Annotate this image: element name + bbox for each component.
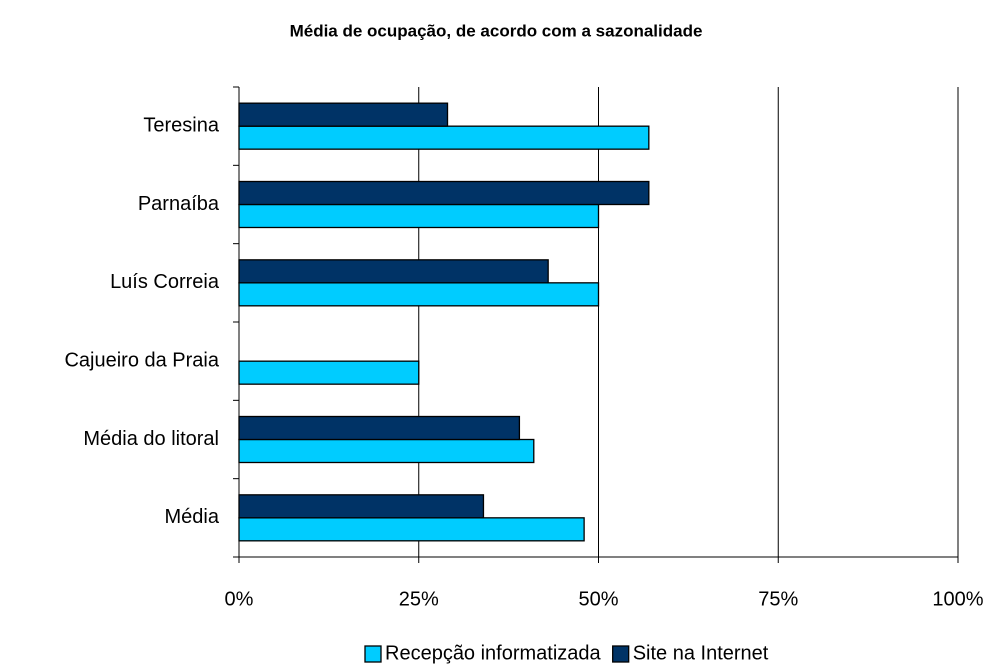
y-tick-label: Média do litoral <box>83 428 219 450</box>
y-tick-label: Luís Correia <box>110 271 220 293</box>
legend-swatch <box>612 645 630 663</box>
bar <box>238 415 521 441</box>
y-tick-label: Teresina <box>143 114 219 136</box>
bar <box>238 517 585 542</box>
chart-title: Média de ocupação, de acordo com a sazon… <box>290 21 703 40</box>
x-tick-label: 0% <box>225 588 254 610</box>
y-tick-label: Média <box>165 506 220 528</box>
y-tick-label: Parnaíba <box>138 193 220 215</box>
bar <box>238 125 650 150</box>
legend-swatch <box>364 645 382 663</box>
bar <box>238 180 650 206</box>
x-tick-label: 75% <box>758 588 798 610</box>
legend-label: Site na Internet <box>633 642 769 664</box>
bar <box>238 102 449 127</box>
x-tick-label: 100% <box>932 588 983 610</box>
bar <box>238 259 549 284</box>
y-tick-label: Cajueiro da Praia <box>64 349 219 371</box>
x-tick-label: 25% <box>399 588 439 610</box>
bar <box>238 438 535 464</box>
bar <box>238 203 600 229</box>
bar <box>238 360 420 385</box>
bar <box>238 494 485 519</box>
x-tick-label: 50% <box>578 588 618 610</box>
bar <box>238 282 600 307</box>
legend-label: Recepção informatizada <box>385 642 602 664</box>
